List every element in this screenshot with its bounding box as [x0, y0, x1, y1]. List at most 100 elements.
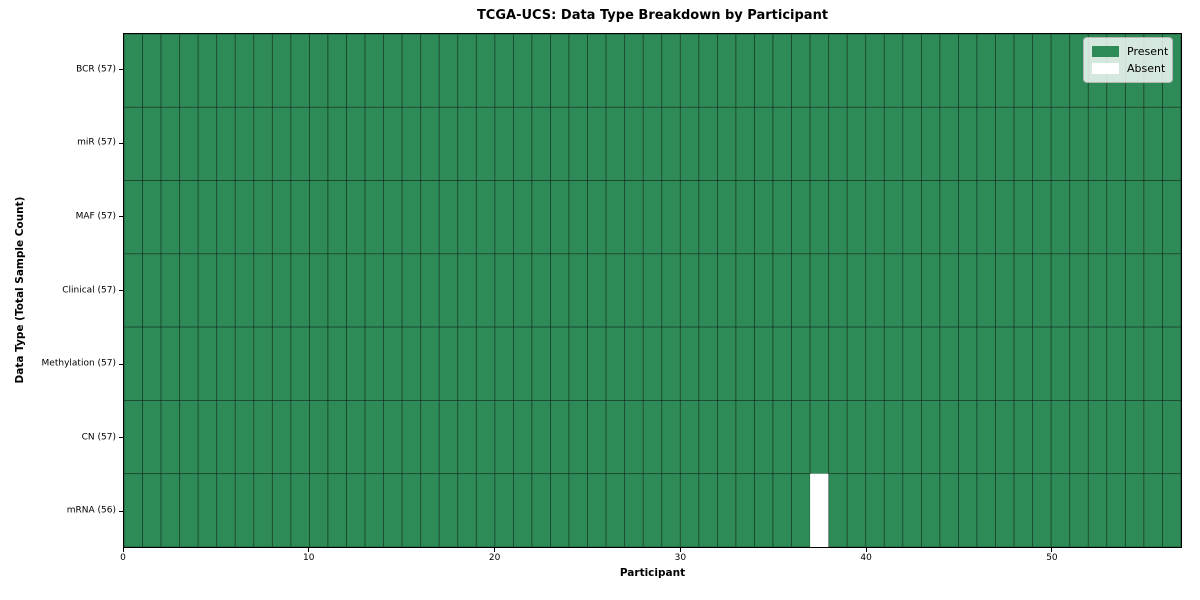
heatmap-cell	[809, 34, 830, 108]
heatmap-cell	[865, 34, 885, 108]
heatmap-cell	[754, 106, 774, 181]
heatmap-cell	[809, 253, 830, 328]
heatmap-cell	[754, 34, 774, 108]
heatmap-cell	[234, 34, 255, 108]
heatmap-cell	[179, 253, 199, 328]
legend: Present Absent	[1083, 37, 1173, 83]
heatmap-cell	[513, 473, 533, 547]
heatmap-cell	[568, 34, 588, 108]
heatmap-cell	[754, 180, 774, 255]
heatmap-cell	[1032, 34, 1052, 108]
heatmap-cell	[401, 473, 422, 547]
x-tick-label: 20	[488, 553, 501, 563]
heatmap-cell	[698, 473, 718, 547]
heatmap-cell	[772, 326, 792, 401]
x-tick-label: 50	[1046, 553, 1058, 563]
heatmap-cell	[717, 34, 737, 108]
heatmap-cell	[457, 106, 477, 181]
heatmap-cell	[124, 106, 143, 181]
heatmap-cell	[976, 473, 996, 547]
heatmap-cell	[253, 180, 273, 255]
heatmap-cell	[1106, 106, 1126, 181]
heatmap-cell	[642, 106, 663, 181]
heatmap-cell	[995, 253, 1015, 328]
heatmap-cell	[995, 400, 1015, 475]
heatmap-cell	[1162, 400, 1181, 475]
heatmap-cell	[679, 400, 700, 475]
heatmap-cell	[1087, 400, 1108, 475]
heatmap-cell	[253, 473, 273, 547]
heatmap-cell	[1050, 326, 1071, 401]
heatmap-cell	[1069, 253, 1089, 328]
heatmap-cell	[494, 106, 514, 181]
heatmap-cell	[494, 326, 514, 401]
x-tick-label: 10	[303, 553, 315, 563]
heatmap-cell	[550, 253, 570, 328]
heatmap-cell	[309, 326, 329, 401]
heatmap-cell	[383, 180, 403, 255]
heatmap-cell	[717, 400, 737, 475]
heatmap-cell	[438, 473, 459, 547]
heatmap-plot-area	[123, 33, 1182, 548]
heatmap-cell	[939, 473, 959, 547]
heatmap-cell	[124, 473, 143, 547]
heatmap-cell	[883, 106, 904, 181]
heatmap-cell	[531, 400, 551, 475]
heatmap-cell	[513, 180, 533, 255]
heatmap-cell	[902, 400, 922, 475]
heatmap-cell	[1162, 106, 1181, 181]
heatmap-cell	[253, 326, 273, 401]
heatmap-cell	[828, 253, 848, 328]
heatmap-cell	[717, 473, 737, 547]
x-tick-mark	[122, 548, 124, 552]
heatmap-cell	[568, 326, 588, 401]
heatmap-cell	[939, 326, 959, 401]
heatmap-cell	[791, 326, 811, 401]
heatmap-cell	[271, 473, 292, 547]
heatmap-cell	[457, 34, 477, 108]
heatmap-cell	[624, 473, 644, 547]
heatmap-cell	[1143, 106, 1163, 181]
heatmap-cell	[475, 473, 496, 547]
heatmap-cell	[179, 34, 199, 108]
legend-item-absent: Absent	[1092, 61, 1165, 76]
heatmap-cell	[772, 400, 792, 475]
heatmap-cell	[1032, 326, 1052, 401]
heatmap-cell	[124, 34, 143, 108]
heatmap-cell	[513, 400, 533, 475]
heatmap-cell	[1013, 326, 1034, 401]
heatmap-cell	[846, 180, 867, 255]
heatmap-cell	[568, 106, 588, 181]
heatmap-cell	[216, 400, 236, 475]
heatmap-cell	[679, 34, 700, 108]
heatmap-cell	[234, 253, 255, 328]
heatmap-cell	[1032, 180, 1052, 255]
heatmap-cell	[698, 400, 718, 475]
heatmap-cell	[809, 180, 830, 255]
heatmap-cell	[309, 106, 329, 181]
heatmap-cell	[234, 180, 255, 255]
heatmap-cell	[1050, 400, 1071, 475]
heatmap-cell	[234, 400, 255, 475]
heatmap-cell	[124, 400, 143, 475]
heatmap-cell	[513, 34, 533, 108]
heatmap-cell	[513, 106, 533, 181]
heatmap-cell	[253, 400, 273, 475]
heatmap-cell	[791, 400, 811, 475]
heatmap-cell	[809, 326, 830, 401]
heatmap-cell	[661, 34, 681, 108]
heatmap-cell	[457, 400, 477, 475]
heatmap-cell	[364, 253, 385, 328]
heatmap-cell	[364, 326, 385, 401]
heatmap-cell	[346, 326, 366, 401]
heatmap-cell	[642, 180, 663, 255]
heatmap-cell	[142, 326, 162, 401]
heatmap-cell	[828, 34, 848, 108]
heatmap-cell	[698, 253, 718, 328]
heatmap-cell	[1143, 253, 1163, 328]
heatmap-cell	[179, 180, 199, 255]
heatmap-cell	[197, 180, 218, 255]
heatmap-cell	[920, 473, 941, 547]
heatmap-cell	[1013, 473, 1034, 547]
